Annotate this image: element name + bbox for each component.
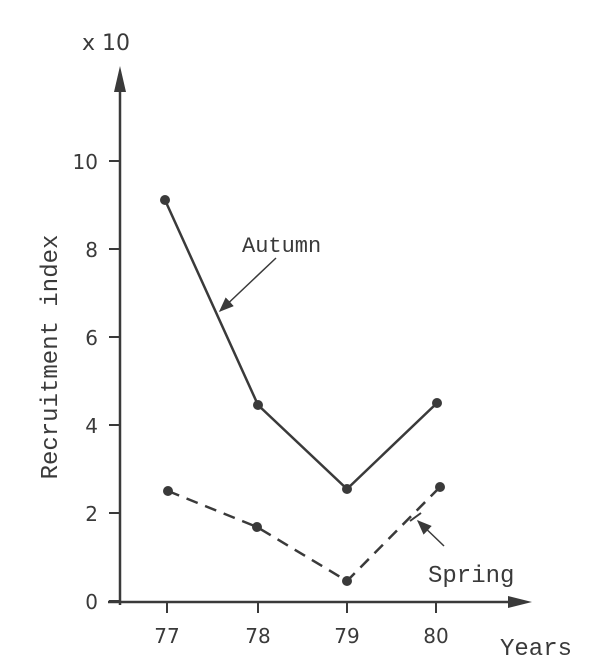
- svg-text:8: 8: [85, 238, 98, 262]
- series-autumn: [160, 195, 442, 494]
- y-multiplier-label: x 10: [82, 31, 130, 56]
- svg-text:4: 4: [85, 414, 98, 438]
- annotation-autumn: Autumn: [218, 234, 321, 313]
- y-tick-labels: 0 2 4 6 8 10: [73, 150, 98, 614]
- annotation-spring-label: Spring: [428, 563, 514, 590]
- y-axis-title: Recruitment index: [38, 235, 65, 480]
- data-point: [253, 400, 263, 410]
- svg-text:2: 2: [85, 502, 98, 526]
- arrow-icon: [416, 519, 445, 547]
- y-ticks: [109, 160, 120, 602]
- data-point: [342, 576, 352, 586]
- svg-text:78: 78: [245, 624, 270, 648]
- svg-text:6: 6: [85, 326, 98, 350]
- x-tick-labels: 77 78 79 80: [154, 624, 448, 648]
- data-point: [342, 484, 352, 494]
- x-ticks: [166, 602, 437, 613]
- data-point: [252, 522, 262, 532]
- x-axis-title: Years: [500, 636, 572, 663]
- svg-text:0: 0: [85, 590, 98, 614]
- annotation-spring: Spring: [409, 512, 514, 590]
- series-spring: [163, 482, 445, 586]
- annotation-autumn-label: Autumn: [242, 234, 321, 259]
- data-point: [163, 486, 173, 496]
- y-axis-arrow-icon: [114, 66, 126, 92]
- x-axis-arrow-icon: [508, 596, 532, 608]
- data-point: [435, 482, 445, 492]
- data-point: [432, 398, 442, 408]
- svg-text:80: 80: [423, 624, 448, 648]
- svg-text:10: 10: [73, 150, 98, 174]
- svg-text:79: 79: [334, 624, 359, 648]
- svg-text:77: 77: [154, 624, 179, 648]
- arrow-icon: [218, 257, 277, 313]
- data-point: [160, 195, 170, 205]
